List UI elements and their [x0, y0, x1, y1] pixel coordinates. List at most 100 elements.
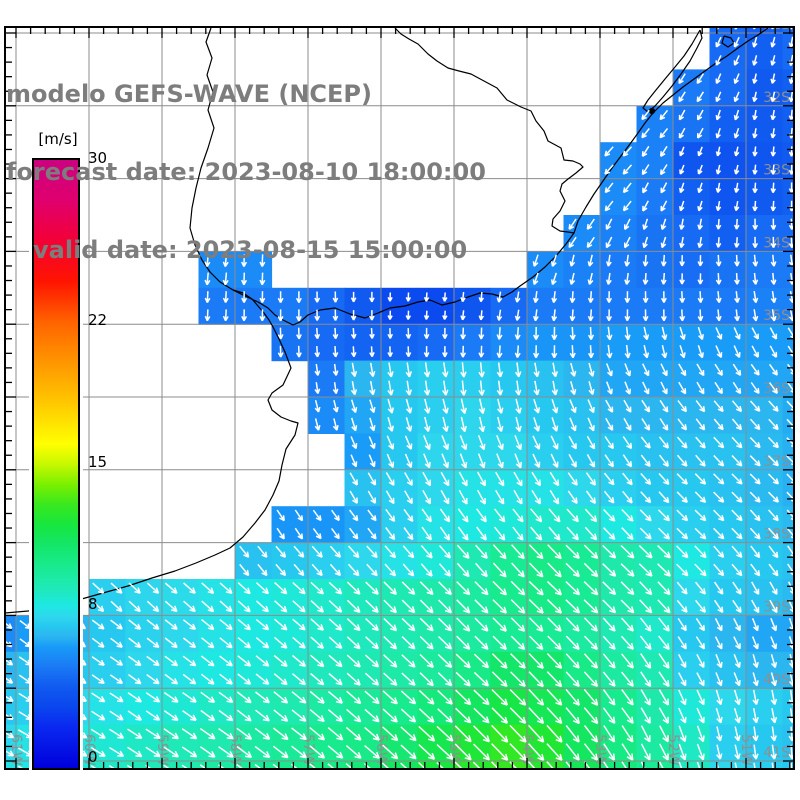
wind-arrow — [109, 656, 124, 666]
wind-arrow — [459, 453, 468, 469]
wind-arrow — [437, 617, 453, 632]
wind-arrow — [109, 784, 123, 793]
wind-arrow — [346, 690, 362, 705]
map-frame — [4, 26, 795, 770]
wind-arrow — [604, 182, 614, 194]
wind-arrow — [478, 310, 485, 321]
wind-arrow — [714, 636, 723, 650]
wind-arrow — [439, 508, 451, 523]
wind-arrow — [314, 418, 321, 431]
wind-arrow — [496, 453, 504, 469]
wind-arrow — [163, 746, 179, 758]
wind-arrow — [605, 272, 612, 285]
wind-arrow — [402, 545, 415, 559]
wind-arrow — [679, 218, 685, 230]
wind-arrow — [478, 292, 485, 303]
wind-arrow — [496, 362, 504, 378]
wind-arrow — [606, 363, 613, 377]
wind-arrow — [549, 471, 560, 487]
wave-cell — [381, 761, 419, 769]
wave-cell — [746, 688, 784, 726]
wind-arrow — [715, 36, 722, 48]
wind-arrow — [404, 490, 413, 505]
wind-arrow — [621, 653, 634, 669]
wind-arrow — [603, 490, 615, 504]
wind-arrow — [697, 273, 704, 285]
wind-arrow — [569, 326, 576, 340]
wind-arrow — [128, 582, 141, 594]
wind-arrow — [110, 637, 123, 648]
wind-arrow — [91, 619, 105, 630]
wind-arrow — [405, 310, 412, 320]
wind-arrow — [528, 671, 544, 688]
wind-arrow — [676, 491, 688, 504]
wind-arrow — [364, 708, 380, 723]
wind-arrow — [584, 780, 597, 797]
wave-cell — [636, 215, 674, 252]
wind-arrow — [291, 709, 307, 722]
wind-arrow — [640, 743, 651, 761]
wind-arrow — [770, 236, 777, 249]
wind-arrow — [604, 200, 614, 212]
wind-arrow — [368, 454, 376, 468]
wind-arrow — [715, 91, 722, 103]
wind-arrow — [586, 236, 595, 249]
wind-arrow — [679, 291, 686, 303]
wind-arrow — [767, 473, 780, 485]
wind-arrow — [511, 544, 525, 560]
wind-arrow — [146, 637, 160, 649]
wind-arrow — [789, 0, 793, 11]
wave-cell — [527, 251, 565, 289]
wave-cell — [344, 433, 382, 471]
wind-arrow — [768, 418, 779, 431]
wave-cell — [782, 251, 794, 289]
wind-arrow — [474, 599, 489, 614]
wind-arrow — [346, 599, 361, 614]
wind-arrow — [676, 473, 688, 485]
wind-arrow — [309, 727, 326, 741]
wind-arrow — [295, 291, 302, 304]
wind-arrow — [678, 672, 687, 687]
wind-arrow — [790, 762, 793, 769]
wind-arrow — [145, 746, 161, 758]
wind-arrow — [163, 728, 179, 740]
wind-arrow — [405, 417, 413, 432]
wind-arrow — [257, 545, 268, 558]
wind-arrow — [547, 635, 562, 651]
wave-cell — [490, 761, 528, 769]
wind-arrow — [328, 600, 343, 613]
wind-arrow — [621, 508, 634, 522]
wave-cell — [673, 251, 711, 289]
wind-arrow — [387, 310, 393, 320]
wind-arrow — [219, 783, 234, 793]
wind-arrow — [532, 272, 539, 286]
wind-arrow — [328, 636, 343, 650]
wind-arrow — [584, 526, 598, 541]
wind-arrow — [568, 236, 577, 249]
wind-arrow — [475, 544, 488, 559]
wind-arrow — [713, 545, 725, 558]
wind-arrow — [697, 200, 703, 212]
wind-arrow — [332, 382, 339, 395]
wind-arrow — [292, 673, 306, 686]
wind-arrow — [731, 473, 743, 485]
wind-arrow — [312, 509, 322, 522]
wind-arrow — [420, 545, 433, 559]
wind-arrow — [369, 399, 376, 414]
wind-arrow — [732, 381, 742, 395]
wind-arrow — [679, 273, 685, 285]
lat-label: 31S — [763, 17, 790, 33]
wind-arrow — [643, 326, 650, 341]
wind-arrow — [752, 36, 758, 48]
wind-arrow — [733, 345, 741, 358]
wind-arrow — [349, 509, 359, 522]
wind-arrow — [605, 417, 614, 431]
wind-arrow — [17, 765, 30, 769]
wind-arrow — [236, 691, 252, 704]
wind-arrow — [478, 345, 485, 358]
wave-cell — [125, 761, 163, 769]
coastline-path — [189, 27, 234, 291]
wind-arrow — [696, 73, 705, 85]
wind-arrow — [604, 436, 614, 450]
wind-arrow — [602, 635, 616, 650]
